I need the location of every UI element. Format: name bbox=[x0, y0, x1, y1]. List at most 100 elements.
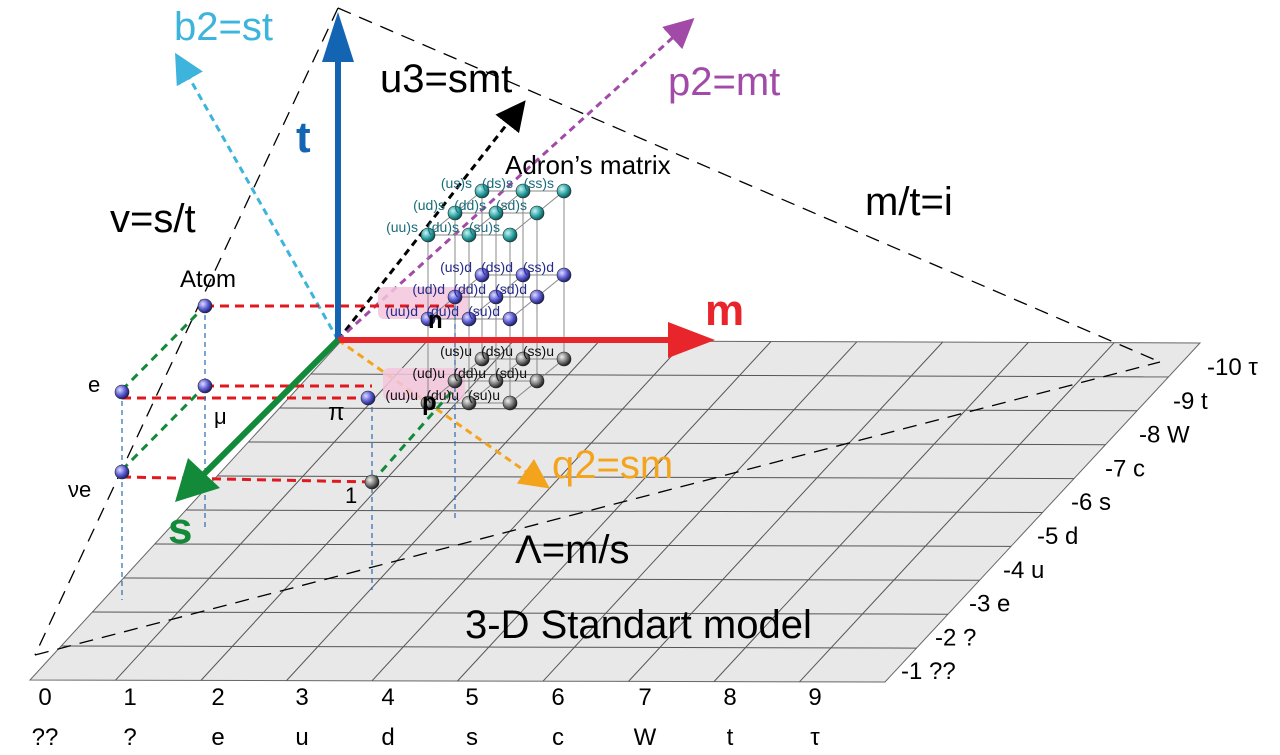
matrix-sphere bbox=[488, 289, 504, 305]
matrix-sphere bbox=[502, 311, 518, 327]
matrix-cell-label: (us)d bbox=[440, 259, 472, 275]
b2-arrow bbox=[175, 52, 340, 341]
bottom-axis-symbol: t bbox=[727, 724, 734, 751]
right-axis-label: -2 ? bbox=[935, 624, 976, 651]
bottom-axis-number: 8 bbox=[723, 684, 736, 711]
right-axis-label: -5 d bbox=[1037, 523, 1078, 550]
right-axis-label: -7 c bbox=[1105, 455, 1145, 482]
matrix-sphere bbox=[556, 351, 572, 367]
matrix-sphere bbox=[488, 373, 504, 389]
particle-spheres bbox=[114, 183, 572, 490]
matrix-cell-label: (uu)s bbox=[386, 219, 418, 235]
matrix-cell-label: (ud)u bbox=[412, 365, 445, 381]
muon-label: μ bbox=[214, 404, 227, 429]
right-axis-label: -4 u bbox=[1003, 557, 1044, 584]
matrix-cell-label: (us)u bbox=[440, 343, 472, 359]
matrix-sphere bbox=[420, 227, 436, 243]
matrix-sphere bbox=[447, 205, 463, 221]
p2-label: p2=mt bbox=[668, 60, 780, 104]
matrix-sphere bbox=[529, 289, 545, 305]
matrix-sphere bbox=[529, 205, 545, 221]
matrix-sphere bbox=[515, 183, 531, 199]
matrix-sphere bbox=[474, 267, 490, 283]
q2-arrow bbox=[337, 338, 550, 489]
bottom-axis-symbol: τ bbox=[810, 724, 820, 751]
s-axis-arrowhead bbox=[175, 458, 220, 502]
matrix-cell-label: (dd)u bbox=[453, 365, 486, 381]
matrix-cell-label: (su)s bbox=[469, 219, 500, 235]
proton-highlight bbox=[383, 368, 465, 400]
matrix-cell-label: (ud)d bbox=[412, 281, 445, 297]
bottom-axis-symbol: ? bbox=[123, 724, 136, 751]
matrix-sphere bbox=[556, 183, 572, 199]
matrix-cell-label: (sd)d bbox=[495, 281, 527, 297]
inertia-label: m/t=i bbox=[865, 180, 953, 224]
matrix-cell-label: (sd)u bbox=[495, 365, 527, 381]
right-axis-label: -10 τ bbox=[1207, 354, 1258, 381]
electron-label: e bbox=[88, 372, 100, 397]
u3-label: u3=smt bbox=[380, 57, 512, 101]
matrix-sphere bbox=[447, 373, 463, 389]
matrix-cell-label: (ss)d bbox=[523, 259, 554, 275]
bottom-axis-number: 3 bbox=[295, 684, 308, 711]
matrix-sphere bbox=[420, 395, 436, 411]
m-axis-label: m bbox=[705, 286, 744, 335]
matrix-cell-label: (su)u bbox=[468, 387, 500, 403]
matrix-sphere bbox=[515, 267, 531, 283]
matrix-sphere bbox=[515, 351, 531, 367]
bottom-axis-symbol: c bbox=[552, 724, 564, 751]
matrix-sphere bbox=[529, 373, 545, 389]
matrix-sphere bbox=[502, 395, 518, 411]
bottom-axis-number: 0 bbox=[38, 684, 51, 711]
lambda-label: Λ=m/s bbox=[515, 528, 630, 572]
t-axis-label: t bbox=[296, 113, 311, 162]
matrix-cell-label: (ds)s bbox=[482, 175, 513, 191]
right-axis-label: -8 W bbox=[1139, 422, 1190, 449]
matrix-sphere bbox=[420, 311, 436, 327]
bottom-axis-symbol: ?? bbox=[32, 724, 59, 751]
matrix-cell-label: (su)d bbox=[468, 303, 500, 319]
atom-sphere bbox=[197, 298, 213, 314]
q2-label: q2=sm bbox=[552, 443, 673, 487]
bottom-axis-symbol: d bbox=[381, 724, 394, 751]
matrix-sphere bbox=[474, 351, 490, 367]
neutron-highlight bbox=[378, 287, 468, 319]
right-axis-label: -3 e bbox=[969, 591, 1010, 618]
matrix-cell-label: (sd)s bbox=[496, 197, 527, 213]
neutrino-sphere bbox=[114, 464, 130, 480]
matrix-cell-label: (dd)s bbox=[454, 197, 486, 213]
matrix-cell-label: (ss)u bbox=[523, 343, 554, 359]
bottom-axis-number: 7 bbox=[638, 684, 651, 711]
bottom-axis-symbol: u bbox=[295, 724, 308, 751]
neutron-label: n bbox=[428, 307, 443, 334]
s-axis-label: s bbox=[168, 504, 192, 553]
pion-label: π bbox=[328, 399, 345, 426]
t-axis-arrowhead bbox=[322, 12, 354, 62]
floor-grid bbox=[61, 339, 1169, 683]
matrix-cell-label: (ud)s bbox=[413, 197, 445, 213]
bottom-axis-number: 1 bbox=[123, 684, 136, 711]
matrix-cell-label: (uu)u bbox=[385, 387, 418, 403]
projection-lines-green bbox=[120, 304, 457, 483]
bottom-axis-number: 4 bbox=[381, 684, 394, 711]
atom-label: Atom bbox=[180, 266, 236, 293]
matrix-cell-label: (us)s bbox=[441, 175, 472, 191]
muon-sphere bbox=[197, 378, 213, 394]
matrix-cell-label: (ss)s bbox=[524, 175, 554, 191]
projection-lines-blue bbox=[121, 306, 456, 600]
bottom-axis-number: 2 bbox=[211, 684, 224, 711]
matrix-sphere bbox=[461, 227, 477, 243]
matrix-sphere bbox=[461, 311, 477, 327]
bottom-axis-symbol: W bbox=[634, 724, 657, 751]
matrix-sphere bbox=[474, 183, 490, 199]
s-axis bbox=[192, 337, 341, 486]
matrix-title: Adron’s matrix bbox=[505, 150, 671, 180]
matrix-cell-label: (ds)d bbox=[481, 259, 513, 275]
one-sphere bbox=[364, 474, 380, 490]
right-axis-label: -6 s bbox=[1071, 489, 1111, 516]
matrix-cell-labels: (us)s (ds)s (ss)s (ud)s (dd)s (sd)s (uu)s (du)s… bbox=[385, 175, 554, 403]
matrix-sphere bbox=[488, 205, 504, 221]
b2-label: b2=st bbox=[174, 5, 273, 49]
pion-sphere bbox=[360, 390, 376, 406]
